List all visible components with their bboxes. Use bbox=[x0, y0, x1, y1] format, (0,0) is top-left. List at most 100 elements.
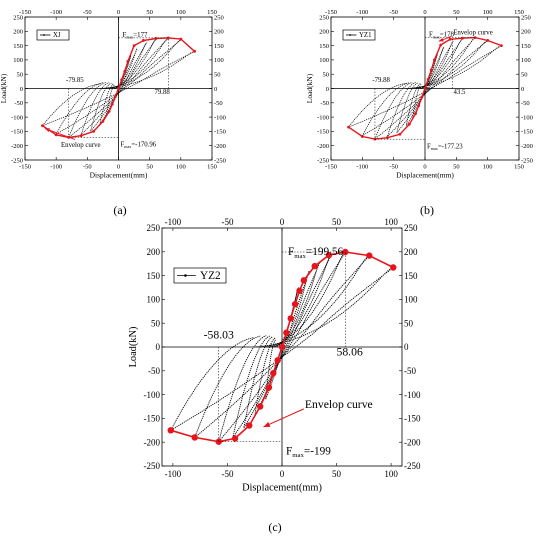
y-tick-label: 200 bbox=[319, 29, 329, 36]
envelope-label: Envelop curve bbox=[305, 398, 373, 411]
fmax-pos-label: Fmax=199.56 bbox=[288, 246, 344, 260]
y-tick-label-right: -100 bbox=[214, 114, 226, 121]
x-tick-label-top: -50 bbox=[83, 9, 92, 16]
x-tick-label: 50 bbox=[332, 469, 342, 479]
y-tick-label-right: 0 bbox=[521, 86, 524, 93]
y-tick-label-right: 100 bbox=[521, 57, 531, 64]
panel-label-b: (b) bbox=[420, 203, 434, 217]
x-tick-label: 50 bbox=[453, 164, 460, 171]
envelope-point bbox=[439, 43, 443, 47]
envelope-label: Envelop curve bbox=[61, 142, 101, 149]
y-tick-label: 0 bbox=[20, 86, 23, 93]
y-tick-label: 50 bbox=[151, 318, 161, 328]
envelope-point bbox=[300, 277, 308, 284]
envelope-point bbox=[117, 87, 120, 90]
hysteresis-loop bbox=[80, 39, 157, 136]
y-tick-label: 200 bbox=[13, 29, 23, 36]
x-tick-label-top: 50 bbox=[146, 9, 153, 16]
y-tick-label-right: 150 bbox=[404, 271, 418, 281]
envelope-point bbox=[231, 435, 239, 442]
hysteresis-loop bbox=[218, 251, 346, 442]
y-tick-label: -50 bbox=[148, 366, 160, 376]
envelope-point bbox=[54, 133, 58, 137]
y-tick-label: 200 bbox=[147, 247, 161, 257]
y-tick-label-right: 250 bbox=[214, 14, 224, 21]
envelope-point bbox=[120, 78, 124, 82]
x-tick-label-top: 100 bbox=[176, 9, 186, 16]
legend-label: YZ2 bbox=[200, 270, 221, 282]
envelope-point bbox=[113, 95, 117, 98]
envelope-point bbox=[79, 134, 83, 138]
y-tick-label-right: 100 bbox=[404, 295, 418, 305]
y-tick-label: -150 bbox=[317, 129, 329, 136]
disp-neg-label: -79.88 bbox=[372, 77, 390, 84]
y-tick-label: 250 bbox=[13, 14, 23, 21]
x-tick-label: 50 bbox=[146, 164, 153, 171]
y-tick-label: 0 bbox=[156, 342, 161, 352]
envelope-point bbox=[360, 135, 364, 138]
envelope-point bbox=[417, 104, 421, 108]
x-tick-label-top: -50 bbox=[389, 9, 398, 16]
x-axis-label: Displacement(mm) bbox=[242, 482, 322, 493]
hysteresis-loop bbox=[387, 38, 463, 137]
y-tick-label: 50 bbox=[323, 71, 330, 78]
y-tick-label-right: -250 bbox=[404, 461, 421, 471]
chart-c: -100 -100 -50 -50 0 0 50 50 100 100 -250 -250 -200 -2… bbox=[128, 217, 421, 493]
fmax-pos-label: Fmax=177 bbox=[123, 32, 148, 40]
envelope-point bbox=[407, 122, 411, 126]
x-tick-label: -100 bbox=[356, 164, 368, 171]
y-tick-label: -200 bbox=[317, 143, 329, 150]
envelope-point bbox=[101, 119, 105, 123]
x-tick-label-top: 0 bbox=[280, 217, 285, 227]
y-tick-label: 50 bbox=[17, 71, 24, 78]
envelope-point bbox=[265, 384, 273, 391]
envelope-point bbox=[461, 36, 464, 40]
fmax-neg-label: Fmax=-199 bbox=[286, 445, 331, 459]
envelope-label: Envelop curve bbox=[453, 30, 493, 37]
y-tick-label: 150 bbox=[13, 43, 23, 50]
hysteresis-loop bbox=[169, 267, 394, 432]
y-tick-label-right: -250 bbox=[521, 157, 533, 164]
legend-label: XJ bbox=[53, 32, 61, 39]
panel-label-c: (c) bbox=[268, 520, 281, 534]
x-tick-label-top: 0 bbox=[423, 9, 426, 16]
x-tick-label: 100 bbox=[384, 469, 398, 479]
y-tick-label-right: -50 bbox=[214, 100, 223, 107]
hysteresis-loop bbox=[41, 50, 195, 127]
y-tick-label-right: -200 bbox=[214, 143, 226, 150]
envelope-point bbox=[386, 136, 389, 140]
x-axis-label: Displacement(mm) bbox=[90, 171, 148, 180]
envelope-point bbox=[287, 315, 294, 322]
y-tick-label-right: -250 bbox=[214, 157, 226, 164]
legend-label: YZ1 bbox=[359, 32, 372, 39]
envelope-point bbox=[270, 369, 277, 377]
x-axis-label: Displacement(mm) bbox=[396, 171, 454, 180]
y-tick-label-right: -50 bbox=[404, 366, 416, 376]
envelope-point bbox=[448, 37, 452, 41]
y-tick-label-right: 150 bbox=[214, 43, 224, 50]
envelope-point bbox=[283, 329, 290, 336]
envelope-point bbox=[246, 422, 253, 429]
y-tick-label: -50 bbox=[320, 100, 329, 107]
envelope-point bbox=[423, 87, 427, 90]
fmax-neg-label: Fmax=-170.96 bbox=[121, 141, 157, 149]
envelope-point bbox=[193, 49, 196, 53]
y-tick-label-right: 150 bbox=[521, 43, 531, 50]
envelope-point bbox=[366, 252, 373, 259]
envelope-point bbox=[291, 300, 299, 308]
envelope-point bbox=[167, 427, 174, 434]
x-tick-label: 100 bbox=[483, 164, 493, 171]
x-tick-label-top: 150 bbox=[514, 9, 524, 16]
disp-pos-label: 79.88 bbox=[154, 89, 170, 96]
y-tick-label-right: -150 bbox=[404, 414, 421, 424]
envelope-point bbox=[398, 132, 402, 136]
y-tick-label: -50 bbox=[14, 100, 23, 107]
y-tick-label-right: 100 bbox=[214, 57, 224, 64]
x-tick-label-top: 150 bbox=[207, 9, 217, 16]
y-tick-label: -100 bbox=[144, 390, 161, 400]
y-tick-label: -200 bbox=[11, 143, 23, 150]
hysteresis-loop bbox=[405, 46, 445, 126]
y-tick-label-right: -150 bbox=[214, 129, 226, 136]
x-tick-label: 0 bbox=[423, 164, 426, 171]
